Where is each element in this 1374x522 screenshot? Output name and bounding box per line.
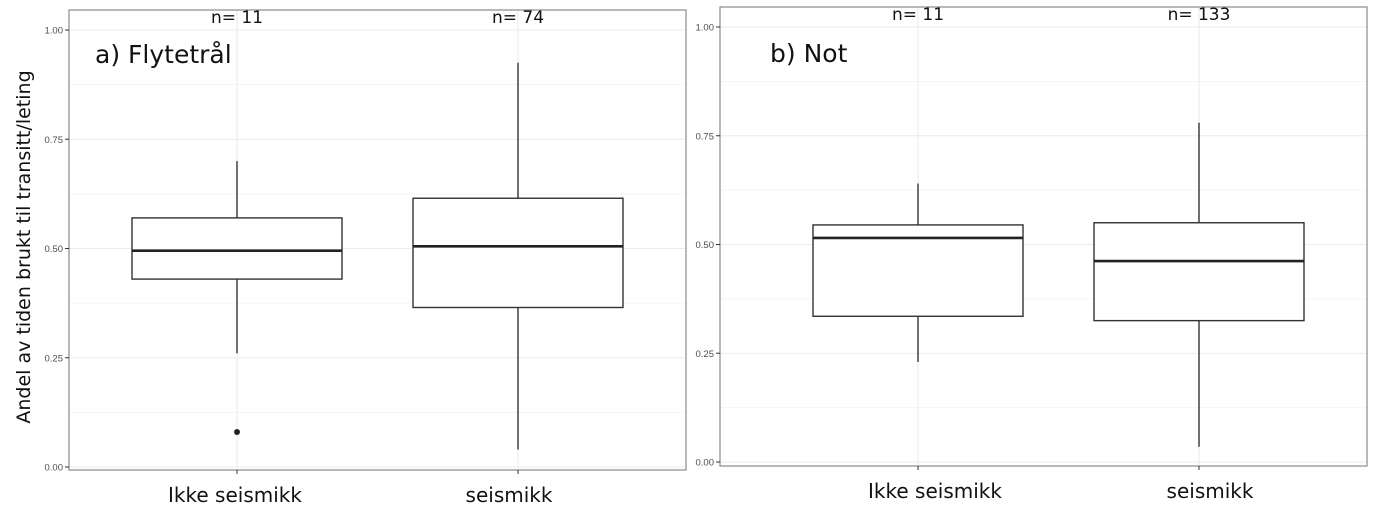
y-tick-label: 0.75 — [45, 135, 64, 146]
y-tick-label: 1.00 — [696, 23, 715, 34]
panel-a-y-axis: 0.00 0.25 0.50 0.75 1.00 — [45, 26, 69, 474]
panel-b-x-label-seismikk: seismikk — [1167, 479, 1254, 503]
panel-b-x-label-ikke-seismikk: Ikke seismikk — [868, 479, 1002, 503]
y-tick-label: 0.00 — [45, 463, 64, 474]
panel-a-x-label-ikke-seismikk: Ikke seismikk — [168, 483, 302, 507]
iqr-box — [1093, 222, 1305, 322]
box-seismikk — [412, 62, 624, 450]
y-tick-label: 0.50 — [696, 240, 715, 251]
y-tick-label: 0.25 — [45, 353, 64, 364]
panel-a-boxes — [131, 62, 624, 450]
panel-flytetral: 0.000.250.500.751.00 a) Flytetrål n= 11 … — [45, 8, 687, 507]
iqr-box — [412, 197, 624, 309]
box-ikke-seismikk — [812, 183, 1024, 362]
iqr-box — [131, 217, 343, 280]
panel-b-x-axis — [917, 466, 1200, 470]
panel-a-n-label-seismikk: n= 74 — [492, 8, 544, 28]
box-seismikk — [1093, 122, 1305, 447]
y-tick-label: 0.00 — [696, 458, 715, 469]
panel-b-n-label-seismikk: n= 133 — [1168, 5, 1231, 25]
box-ikke-seismikk — [131, 161, 343, 436]
panel-b-title: b) Not — [770, 39, 848, 68]
iqr-box — [812, 224, 1024, 317]
panel-b-n-label-ikke-seismikk: n= 11 — [892, 5, 944, 25]
panel-a-title: a) Flytetrål — [95, 40, 232, 69]
panel-b-border — [719, 6, 1368, 467]
panel-a-x-axis — [236, 470, 519, 474]
y-axis-title: Andel av tiden brukt til transitt/leting — [13, 70, 35, 423]
y-tick-label: 1.00 — [45, 26, 64, 37]
y-tick-label: 0.25 — [696, 349, 715, 360]
y-tick-label: 0.50 — [45, 244, 64, 255]
panel-a-border — [68, 9, 687, 471]
y-tick-label: 0.75 — [696, 131, 715, 142]
outlier-point — [234, 429, 240, 436]
panel-b-boxes — [812, 122, 1305, 447]
panel-not: 0.00 0.25 0.50 0.75 1.00 b) Not n= 11 n= 133… — [696, 5, 1368, 503]
panel-a-n-label-ikke-seismikk: n= 11 — [211, 8, 263, 28]
panel-b-y-axis: 0.00 0.25 0.50 0.75 1.00 — [696, 23, 720, 469]
panel-a-x-label-seismikk: seismikk — [466, 483, 553, 507]
